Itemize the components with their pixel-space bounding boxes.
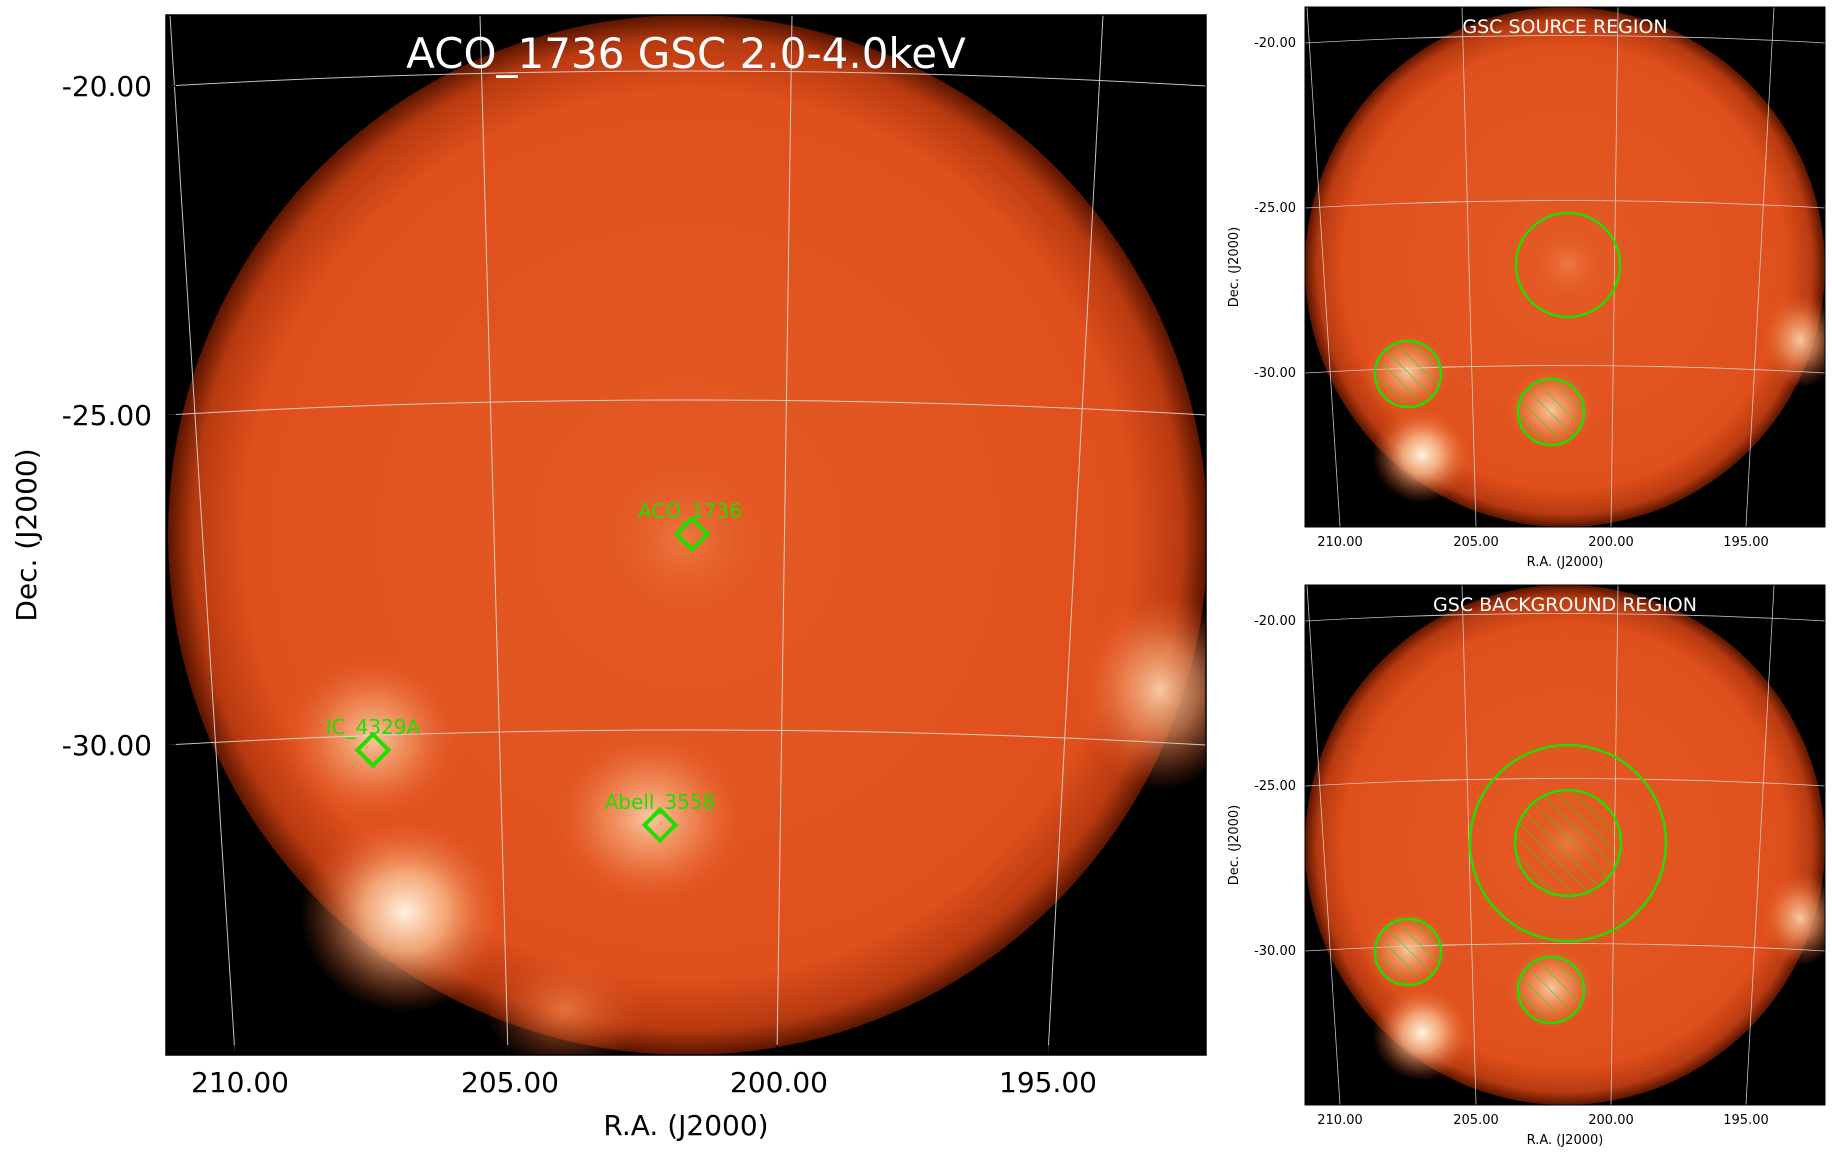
bkg-background-annulus-outer[interactable] [1468,743,1668,943]
marker-abell3558[interactable] [641,806,679,844]
src-ytick: -25.00 [1254,201,1296,216]
main-xtick: 200.00 [730,1066,828,1099]
label-ic4329a: IC_4329A [326,715,421,739]
main-grid-dec-25 [166,399,1206,416]
main-grid-dec-20 [166,70,1206,87]
main-grid-ra-205 [479,15,509,1055]
label-aco1736: ACO_1736 [638,499,742,523]
main-bright-source-sw [300,812,510,1012]
src-plot-frame [1304,6,1826,528]
bkg-ytick: -25.00 [1254,779,1296,794]
src-bright-source-sw [1372,407,1472,503]
marker-aco1736[interactable] [673,515,711,553]
src-xtick: 210.00 [1317,535,1363,550]
bkg-tick-labels: 210.00 205.00 200.00 195.00 -20.00 -25.0… [1254,614,1769,1128]
main-ytick: -25.00 [62,399,152,432]
bkg-bright-source-sw [1372,985,1472,1081]
main-xtick: 195.00 [999,1066,1097,1099]
main-axis-ticks [166,85,1049,1055]
bkg-xtick: 200.00 [1588,1113,1634,1128]
main-edge-source-e [1075,590,1206,790]
main-plot-frame [165,14,1207,1056]
label-abell3558: Abell_3558 [605,790,716,814]
main-grid-dec-30 [166,729,1206,746]
main-xtick: 210.00 [191,1066,289,1099]
main-ytick: -20.00 [62,70,152,103]
background-region-panel: GSC BACKGROUND REGION 210.00 205.00 200.… [1227,584,1826,1148]
main-title: ACO_1736 GSC 2.0-4.0keV [406,29,966,78]
main-grid-ra-195 [1047,15,1104,1055]
main-coordinate-grid [166,15,1206,1055]
bkg-xtick: 210.00 [1317,1113,1363,1128]
src-excluded-abell3558[interactable] [1516,377,1586,447]
main-grid-ra-200 [776,15,793,1055]
bkg-xlabel: R.A. (J2000) [1527,1133,1604,1148]
src-tick-labels: 210.00 205.00 200.00 195.00 -20.00 -25.0… [1254,36,1769,550]
bkg-ytick: -30.00 [1254,944,1296,959]
src-xtick: 200.00 [1588,535,1634,550]
bkg-ytick: -20.00 [1254,614,1296,629]
bkg-excluded-source[interactable] [1513,788,1623,898]
src-xtick: 195.00 [1723,535,1769,550]
bkg-xtick: 195.00 [1723,1113,1769,1128]
src-excluded-ic4329a[interactable] [1373,339,1443,409]
main-ytick: -30.00 [62,729,152,762]
bkg-plot-frame [1304,584,1826,1106]
main-faint-source-s [485,950,645,1055]
bkg-coordinate-grid [1305,585,1825,1105]
bkg-ylabel: Dec. (J2000) [1227,805,1242,885]
bkg-title: GSC BACKGROUND REGION [1433,594,1697,616]
main-source-labels: ACO_1736 IC_4329A Abell_3558 [326,499,742,814]
src-xlabel: R.A. (J2000) [1527,555,1604,570]
main-source-markers [354,515,711,844]
src-source-circle[interactable] [1514,211,1622,319]
main-xlabel: R.A. (J2000) [603,1109,768,1142]
src-ylabel: Dec. (J2000) [1227,227,1242,307]
src-xtick: 205.00 [1453,535,1499,550]
bkg-edge-source-e [1760,870,1825,966]
source-region-panel: GSC SOURCE REGION 210.00 205.00 200.00 1… [1227,6,1826,570]
main-xtick: 205.00 [461,1066,559,1099]
bkg-excluded-abell3558[interactable] [1516,955,1586,1025]
src-aco1736-emission [1523,223,1613,307]
src-edge-source-e [1760,292,1825,388]
main-grid-ra-210 [169,15,236,1055]
src-ytick: -20.00 [1254,36,1296,51]
main-tick-labels: 210.00 205.00 200.00 195.00 -20.00 -25.0… [62,70,1097,1099]
bkg-excluded-ic4329a[interactable] [1373,917,1443,987]
src-coordinate-grid [1305,7,1825,527]
src-title: GSC SOURCE REGION [1462,16,1667,38]
main-ylabel: Dec. (J2000) [10,448,43,621]
marker-ic4329a[interactable] [354,731,392,769]
src-ytick: -30.00 [1254,366,1296,381]
main-panel: ACO_1736 IC_4329A Abell_3558 ACO_1736 GS… [10,14,1207,1142]
bkg-xtick: 205.00 [1453,1113,1499,1128]
